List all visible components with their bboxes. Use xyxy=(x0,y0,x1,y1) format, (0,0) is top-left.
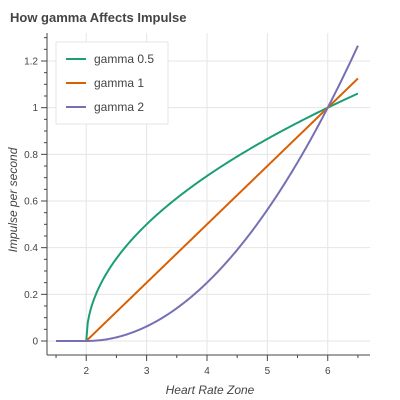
plot-frame xyxy=(46,33,370,356)
series-line-gamma-0-5 xyxy=(56,92,359,342)
y-tick-label: 1 xyxy=(32,103,38,114)
legend-label: gamma 2 xyxy=(94,100,144,114)
chart-title: How gamma Affects Impulse xyxy=(10,10,187,25)
y-tick-label: 1.2 xyxy=(24,57,38,68)
x-tick-label: 3 xyxy=(144,366,150,377)
x-tick-label: 4 xyxy=(204,366,210,377)
y-tick-label: 0.6 xyxy=(24,197,38,208)
y-tick-label: 0.4 xyxy=(24,243,38,254)
y-tick-label: 0 xyxy=(32,337,38,348)
series-line-gamma-2 xyxy=(56,45,359,342)
y-axis-label: Impulse per second xyxy=(6,147,20,252)
series-layer xyxy=(56,45,359,342)
series-line-gamma-1 xyxy=(56,77,359,342)
legend: gamma 0.5 gamma 1 gamma 2 xyxy=(55,41,169,125)
x-tick-label: 2 xyxy=(83,366,89,377)
axis-ticks: 2 3 4 5 6 0 0.2 0.4 0.6 0.8 1 1.2 xyxy=(24,37,359,377)
x-tick-label: 6 xyxy=(325,366,331,377)
legend-label: gamma 1 xyxy=(94,76,144,90)
legend-label: gamma 0.5 xyxy=(94,52,154,66)
y-tick-label: 0.8 xyxy=(24,150,38,161)
y-tick-label: 0.2 xyxy=(24,290,38,301)
x-axis-label: Heart Rate Zone xyxy=(166,383,255,397)
x-tick-label: 5 xyxy=(265,366,271,377)
